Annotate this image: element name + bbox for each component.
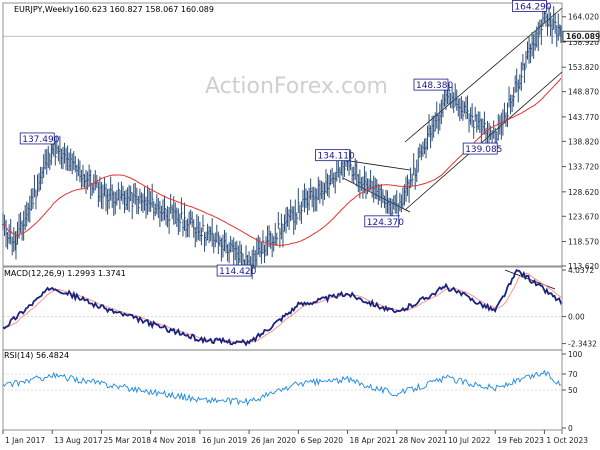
panels bbox=[2, 2, 563, 434]
annotation-box bbox=[512, 0, 547, 12]
last-price-label: 160.089 bbox=[566, 32, 600, 41]
main-y-tick-label: 113.620 bbox=[568, 262, 599, 271]
annotation-label: 134.110 bbox=[318, 152, 355, 162]
x-tick-label: 25 Mar 2018 bbox=[103, 436, 151, 445]
macd-line bbox=[2, 268, 562, 347]
panel-frame-1 bbox=[2, 266, 563, 351]
x-tick-label: 1 Jan 2017 bbox=[5, 436, 45, 445]
annotation-label: 124.370 bbox=[367, 218, 404, 228]
rsi-line bbox=[2, 369, 562, 407]
rsi-title: RSI(14) 56.4824 bbox=[4, 351, 69, 360]
watermark: ActionForex.com bbox=[205, 74, 388, 99]
annotation-label: 164.290 bbox=[514, 2, 551, 12]
rsi-y-tick-label: 100 bbox=[568, 350, 583, 359]
macd-y-tick-label: 4.0372 bbox=[568, 266, 594, 275]
ohlc-readout: 160.623 160.827 158.067 160.089 bbox=[74, 5, 214, 14]
annotation-box bbox=[216, 264, 252, 277]
rsi-y-tick-label: 50 bbox=[568, 386, 578, 395]
rsi-y-tick-label: 0 bbox=[568, 424, 573, 433]
x-tick-label: 16 Jun 2019 bbox=[202, 436, 247, 445]
main-y-tick-label: 123.670 bbox=[568, 212, 599, 221]
main-y-tick-label: 133.720 bbox=[568, 163, 599, 172]
main-y-tick-label: 158.920 bbox=[568, 38, 599, 47]
main-y-tick-label: 148.870 bbox=[568, 88, 599, 97]
triangle-upper bbox=[342, 159, 411, 171]
panel-frame-0 bbox=[2, 2, 563, 267]
last-price-box bbox=[562, 30, 600, 42]
channel-upper bbox=[404, 7, 563, 143]
main-y-tick-label: 118.570 bbox=[568, 238, 599, 247]
main-chart-title: EURJPY,Weekly bbox=[14, 5, 74, 14]
x-tick-label: 26 Jan 2020 bbox=[251, 436, 296, 445]
annotation-box bbox=[315, 149, 350, 162]
x-tick-label: 28 Nov 2021 bbox=[399, 436, 447, 445]
x-tick-label: 19 Feb 2023 bbox=[497, 436, 544, 445]
channel-lower bbox=[404, 71, 563, 211]
moving-average-line bbox=[2, 78, 562, 246]
macd-title: MACD(12,26,9) 1.2993 1.3741 bbox=[4, 269, 126, 278]
macd-y-tick-label: 0.00 bbox=[568, 313, 585, 322]
annotation-label: 137.490 bbox=[22, 135, 59, 145]
x-tick-label: 1 Oct 2023 bbox=[546, 436, 588, 445]
annotation-label: 148.380 bbox=[416, 81, 453, 91]
annotation-box bbox=[19, 132, 55, 145]
main-y-tick-label: 128.620 bbox=[568, 188, 599, 197]
macd-signal-line bbox=[2, 272, 562, 343]
main-y-tick-label: 138.820 bbox=[568, 137, 599, 146]
label-layer: EURJPY,Weekly 160.623 160.827 158.067 16… bbox=[4, 5, 388, 360]
rsi-y-tick-label: 70 bbox=[568, 370, 578, 379]
macd-y-tick-label: -2.3432 bbox=[568, 340, 597, 349]
x-tick-label: 18 Apr 2021 bbox=[350, 436, 397, 445]
annotation-box bbox=[413, 78, 449, 91]
annotation-box bbox=[364, 215, 400, 228]
annotation-box bbox=[462, 142, 498, 155]
x-tick-label: 10 Jul 2022 bbox=[448, 436, 491, 445]
annotation-label: 114.420 bbox=[219, 267, 256, 277]
x-tick-label: 13 Aug 2017 bbox=[54, 436, 102, 445]
x-tick-label: 6 Sep 2020 bbox=[300, 436, 343, 445]
main-y-tick-label: 143.770 bbox=[568, 113, 599, 122]
x-tick-label: 4 Nov 2018 bbox=[153, 436, 196, 445]
main-y-tick-label: 153.820 bbox=[568, 63, 599, 72]
annotation-label: 139.085 bbox=[465, 145, 502, 155]
main-y-tick-label: 164.020 bbox=[568, 13, 599, 22]
